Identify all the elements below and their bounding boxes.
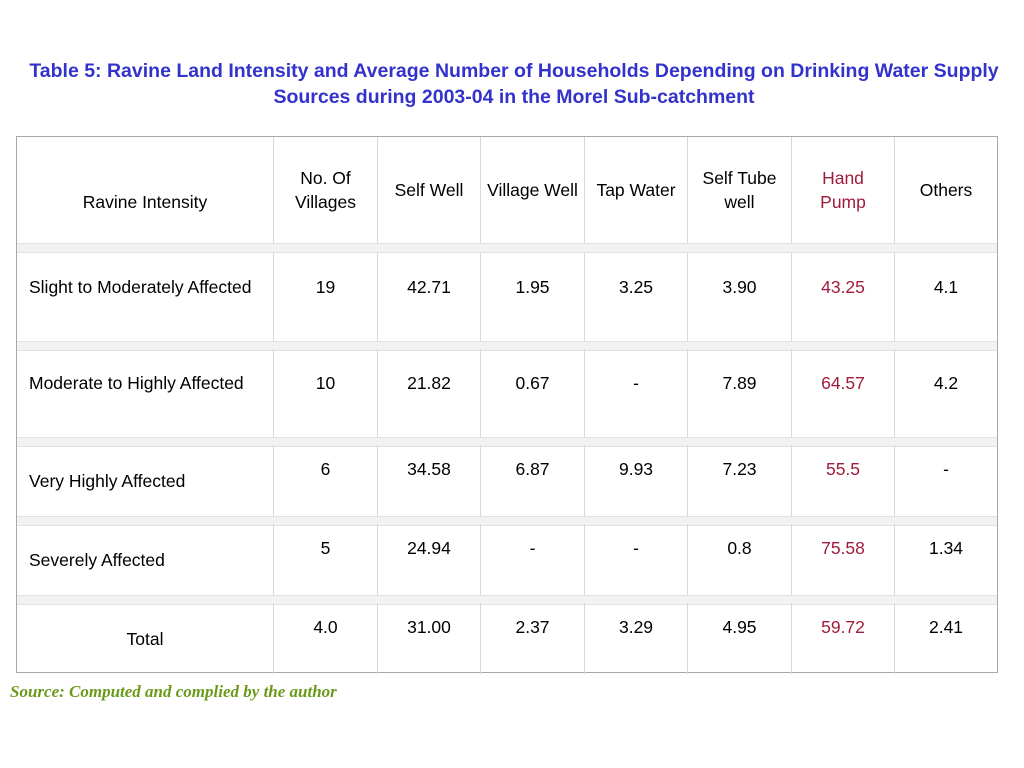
cell-no-of-villages: 10 (273, 349, 377, 437)
cell-self-well: 31.00 (377, 603, 480, 674)
cell-tap-water: 3.29 (584, 603, 687, 674)
cell-self-tube-well: 0.8 (687, 524, 791, 595)
header-village-well: Village Well (480, 137, 584, 243)
row-label: Moderate to Highly Affected (29, 373, 244, 393)
header-tap-water: Tap Water (584, 137, 687, 243)
row-separator (17, 437, 997, 447)
cell-others: 4.1 (894, 253, 997, 341)
cell-self-tube-well: 4.95 (687, 603, 791, 674)
cell-village-well: 6.87 (480, 445, 584, 516)
table-header-row: Ravine Intensity No. Of Villages Self We… (17, 137, 997, 243)
table-row-total: Total 4.0 31.00 2.37 3.29 4.95 59.72 2.4… (17, 603, 997, 674)
cell-no-of-villages: 19 (273, 253, 377, 341)
cell-others: - (894, 445, 997, 516)
header-self-well: Self Well (377, 137, 480, 243)
data-table: Ravine Intensity No. Of Villages Self We… (16, 136, 998, 674)
cell-self-tube-well: 7.89 (687, 349, 791, 437)
header-others: Others (894, 137, 997, 243)
table-row: Moderate to Highly Affected 10 21.82 0.6… (17, 349, 997, 437)
cell-hand-pump: 64.57 (791, 349, 894, 437)
cell-tap-water: - (584, 524, 687, 595)
row-label: Severely Affected (29, 550, 165, 570)
row-label: Very Highly Affected (29, 471, 186, 491)
header-ravine-intensity: Ravine Intensity (82, 192, 208, 212)
cell-village-well: 1.95 (480, 253, 584, 341)
cell-village-well: - (480, 524, 584, 595)
cell-others: 2.41 (894, 603, 997, 674)
table-row: Very Highly Affected 6 34.58 6.87 9.93 7… (17, 445, 997, 516)
header-hand-pump: Hand Pump (791, 137, 894, 243)
row-label-total: Total (126, 629, 164, 649)
header-no-of-villages: No. Of Villages (273, 137, 377, 243)
cell-hand-pump: 75.58 (791, 524, 894, 595)
cell-hand-pump: 59.72 (791, 603, 894, 674)
row-separator (17, 595, 997, 605)
cell-self-tube-well: 7.23 (687, 445, 791, 516)
cell-no-of-villages: 5 (273, 524, 377, 595)
row-separator (17, 243, 997, 253)
header-self-tube-well: Self Tube well (687, 137, 791, 243)
source-note: Source: Computed and complied by the aut… (10, 682, 337, 701)
cell-hand-pump: 43.25 (791, 253, 894, 341)
row-separator (17, 516, 997, 526)
cell-village-well: 2.37 (480, 603, 584, 674)
cell-self-tube-well: 3.90 (687, 253, 791, 341)
cell-self-well: 24.94 (377, 524, 480, 595)
row-label: Slight to Moderately Affected (29, 277, 252, 297)
table-title: Table 5: Ravine Land Intensity and Avera… (29, 60, 999, 108)
cell-self-well: 42.71 (377, 253, 480, 341)
cell-no-of-villages: 4.0 (273, 603, 377, 674)
cell-self-well: 21.82 (377, 349, 480, 437)
cell-tap-water: 9.93 (584, 445, 687, 516)
table-row: Severely Affected 5 24.94 - - 0.8 75.58 … (17, 524, 997, 595)
table-row: Slight to Moderately Affected 19 42.71 1… (17, 253, 997, 341)
cell-others: 1.34 (894, 524, 997, 595)
cell-village-well: 0.67 (480, 349, 584, 437)
cell-tap-water: 3.25 (584, 253, 687, 341)
cell-others: 4.2 (894, 349, 997, 437)
row-separator (17, 341, 997, 351)
cell-self-well: 34.58 (377, 445, 480, 516)
cell-no-of-villages: 6 (273, 445, 377, 516)
cell-hand-pump: 55.5 (791, 445, 894, 516)
cell-tap-water: - (584, 349, 687, 437)
